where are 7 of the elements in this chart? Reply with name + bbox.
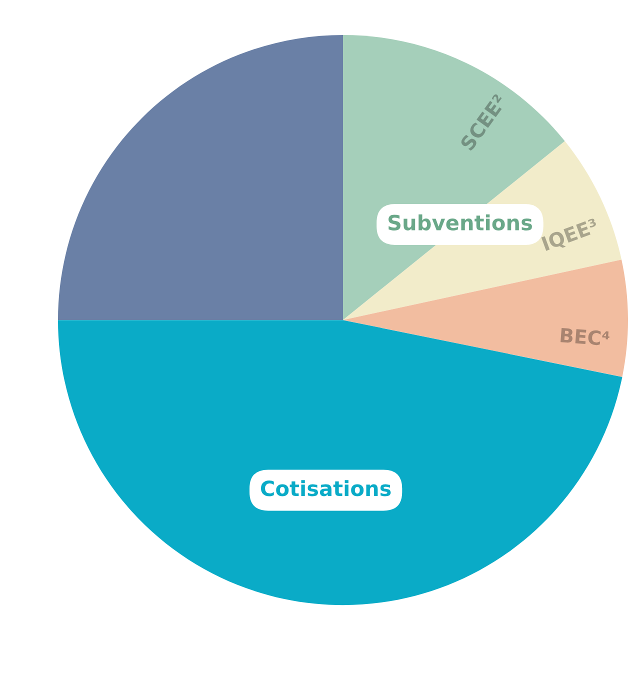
text: Subventions <box>388 214 532 230</box>
pie-slice <box>58 35 343 320</box>
pie-slice <box>343 260 628 377</box>
slice-label: Cotisations <box>260 480 391 496</box>
slice-label: IQEE³ <box>541 218 600 254</box>
slice-label: BEC⁴ <box>560 328 610 346</box>
pie-slice <box>58 320 622 606</box>
